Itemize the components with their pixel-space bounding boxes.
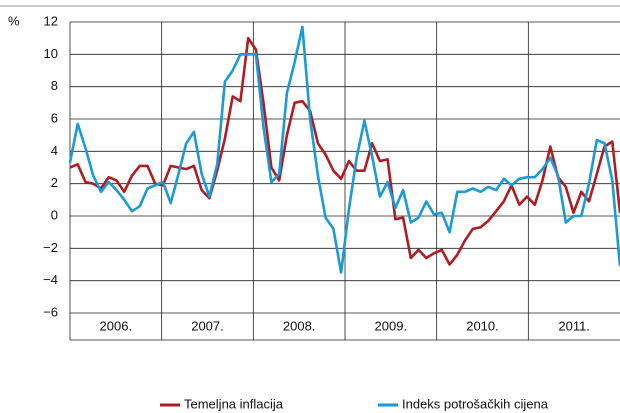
y-tick-label: 2 bbox=[51, 175, 58, 190]
y-tick-label: 0 bbox=[51, 207, 58, 222]
y-tick-label: 8 bbox=[51, 78, 58, 93]
legend-label: Indeks potrošačkih cijena bbox=[402, 396, 549, 411]
x-tick-label: 2009. bbox=[375, 318, 408, 333]
x-tick-label: 2010. bbox=[466, 318, 499, 333]
x-tick-label: 2008. bbox=[283, 318, 316, 333]
y-tick-label: −6 bbox=[43, 304, 58, 319]
x-tick-label: 2007. bbox=[191, 318, 224, 333]
x-tick-label: 2006. bbox=[100, 318, 133, 333]
series-line bbox=[69, 36, 620, 266]
x-tick-label: 2011. bbox=[558, 318, 590, 333]
series-line bbox=[68, 25, 620, 274]
y-tick-label: 6 bbox=[51, 110, 58, 125]
y-tick-label: 10 bbox=[44, 46, 58, 61]
y-unit: % bbox=[8, 13, 20, 28]
y-tick-label: 4 bbox=[51, 143, 58, 158]
y-tick-label: −2 bbox=[43, 240, 58, 255]
y-tick-label: 12 bbox=[44, 13, 58, 28]
y-tick-label: −4 bbox=[43, 272, 58, 287]
legend-label: Temeljna inflacija bbox=[184, 396, 284, 411]
